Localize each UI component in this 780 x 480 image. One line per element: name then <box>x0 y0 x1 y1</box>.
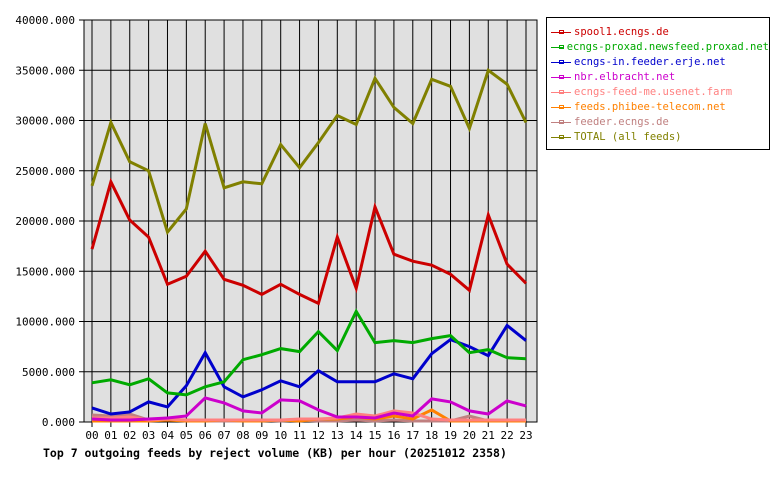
x-tick-label: 16 <box>387 429 400 442</box>
x-tick-label: 13 <box>331 429 344 442</box>
legend-line-marker-icon <box>551 133 571 141</box>
x-tick-label: 09 <box>255 429 268 442</box>
legend-label: feeds.phibee-telecom.net <box>574 100 726 113</box>
x-tick-label: 18 <box>425 429 438 442</box>
y-tick-label: 5000.000 <box>22 366 75 379</box>
legend-label: spool1.ecngs.de <box>574 25 669 38</box>
legend-item: ecngs-feed-me.usenet.farm <box>551 84 769 99</box>
legend-item: nbr.elbracht.net <box>551 69 769 84</box>
legend-item: feeder.ecngs.de <box>551 114 769 129</box>
legend-item: feeds.phibee-telecom.net <box>551 99 769 114</box>
y-tick-label: 0.000 <box>42 416 75 429</box>
y-tick-label: 10000.000 <box>15 316 75 329</box>
x-tick-label: 07 <box>217 429 230 442</box>
x-tick-label: 14 <box>350 429 364 442</box>
legend-line-marker-icon <box>551 58 571 66</box>
legend-line-marker-icon <box>551 103 571 111</box>
legend-line-marker-icon <box>551 88 571 96</box>
legend-label: ecngs-feed-me.usenet.farm <box>574 85 733 98</box>
y-tick-label: 15000.000 <box>15 265 75 278</box>
legend-line-marker-icon <box>551 73 571 81</box>
x-tick-label: 01 <box>104 429 117 442</box>
x-tick-label: 06 <box>199 429 212 442</box>
legend-label: ecngs-in.feeder.erje.net <box>574 55 726 68</box>
x-tick-label: 19 <box>444 429 457 442</box>
x-axis: 00 01 02 03 04 05 06 07 08 09 10 11 12 13 14 15 16 17 18 19… <box>85 422 533 442</box>
y-tick-label: 35000.000 <box>15 64 75 77</box>
chart-title: Top 7 outgoing feeds by reject volume (K… <box>43 446 507 460</box>
x-tick-label: 21 <box>482 429 495 442</box>
legend-line-marker-icon <box>551 43 564 51</box>
legend-item: ecngs-proxad.newsfeed.proxad.net <box>551 39 769 54</box>
y-tick-label: 20000.000 <box>15 215 75 228</box>
x-tick-label: 03 <box>142 429 155 442</box>
y-tick-label: 25000.000 <box>15 165 75 178</box>
series-line-nbr-elbracht-net <box>91 396 527 422</box>
legend-item: TOTAL (all feeds) <box>551 129 769 144</box>
legend-label: feeder.ecngs.de <box>574 115 669 128</box>
legend-label: ecngs-proxad.newsfeed.proxad.net <box>566 40 769 53</box>
legend-label: TOTAL (all feeds) <box>574 130 682 143</box>
x-tick-label: 20 <box>463 429 476 442</box>
y-axis: 0.000 5000.000 10000.000 15000.000 20000.000… <box>15 14 84 429</box>
x-tick-label: 10 <box>274 429 287 442</box>
x-tick-label: 00 <box>85 429 98 442</box>
legend-line-marker-icon <box>551 28 571 36</box>
series-line-ecngs-proxad-newsfeed-proxad-net <box>91 308 527 397</box>
legend: spool1.ecngs.de ecngs-proxad.newsfeed.pro… <box>546 17 770 150</box>
x-tick-label: 23 <box>519 429 532 442</box>
x-tick-label: 15 <box>368 429 381 442</box>
legend-line-marker-icon <box>551 118 571 126</box>
x-tick-label: 05 <box>180 429 193 442</box>
y-tick-label: 40000.000 <box>15 14 75 27</box>
y-tick-label: 30000.000 <box>15 115 75 128</box>
x-tick-label: 11 <box>293 429 306 442</box>
legend-label: nbr.elbracht.net <box>574 70 676 83</box>
series-line-ecngs-in-feeder-erje-net <box>91 323 527 416</box>
x-tick-label: 04 <box>161 429 175 442</box>
series-line-spool1-ecngs-de <box>90 177 528 306</box>
x-tick-label: 08 <box>236 429 249 442</box>
x-tick-label: 12 <box>312 429 325 442</box>
series-line-total-all-feeds- <box>90 67 528 236</box>
legend-item: spool1.ecngs.de <box>551 24 769 39</box>
x-tick-label: 17 <box>406 429 419 442</box>
legend-item: ecngs-in.feeder.erje.net <box>551 54 769 69</box>
x-tick-label: 22 <box>501 429 514 442</box>
x-tick-label: 02 <box>123 429 136 442</box>
series-lines <box>90 67 528 423</box>
